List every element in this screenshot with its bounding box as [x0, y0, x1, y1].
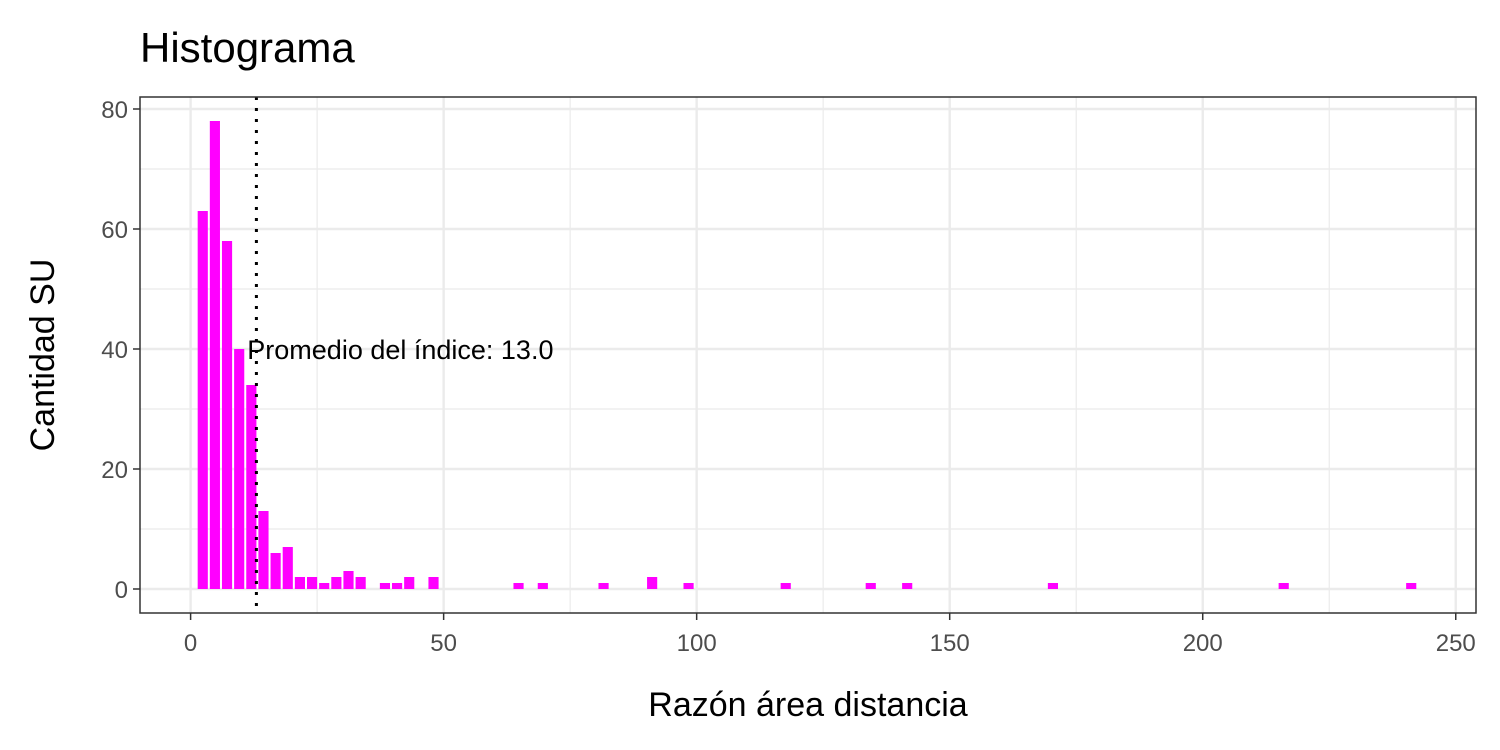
- mean-annotation: Promedio del índice: 13.0: [247, 335, 553, 365]
- plot-border: [139, 96, 1477, 614]
- histogram-bar: [221, 241, 233, 589]
- histogram-bar: [234, 349, 245, 589]
- histogram-bar: [379, 583, 391, 589]
- histogram-bar: [513, 583, 524, 589]
- histogram-bar: [331, 577, 342, 589]
- histogram-bar: [197, 211, 208, 589]
- histogram-bar: [306, 577, 318, 589]
- x-tick-label: 50: [430, 630, 457, 657]
- histogram-bar: [246, 385, 257, 589]
- histogram-bar: [294, 577, 305, 589]
- histogram-bar: [343, 571, 354, 589]
- bars: [197, 121, 1417, 589]
- histogram-bar: [598, 583, 609, 589]
- x-tick-label: 0: [184, 630, 197, 657]
- histogram-bar: [404, 577, 415, 589]
- plot-panel: [140, 97, 1476, 613]
- histogram-bar: [1278, 583, 1289, 589]
- y-tick-label: 80: [101, 97, 128, 124]
- histogram-bar: [647, 577, 658, 589]
- y-tick-label: 60: [101, 217, 128, 244]
- histogram-bar: [537, 583, 548, 589]
- x-tick-label: 250: [1436, 630, 1476, 657]
- y-tick-label: 20: [101, 457, 128, 484]
- x-axis-title: Razón área distancia: [648, 686, 968, 724]
- histogram-bar: [428, 577, 439, 589]
- histogram-bar: [319, 583, 330, 589]
- y-axis-title: Cantidad SU: [24, 259, 62, 452]
- histogram-bar: [1047, 583, 1059, 589]
- x-tick-label: 150: [930, 630, 970, 657]
- x-tick-label: 100: [677, 630, 717, 657]
- histogram-bar: [683, 583, 694, 589]
- histogram-bar: [270, 553, 281, 589]
- histogram-bar: [258, 511, 269, 589]
- histogram-bar: [865, 583, 876, 589]
- histogram-bar: [392, 583, 403, 589]
- x-tick-label: 200: [1183, 630, 1223, 657]
- histogram-bar: [780, 583, 791, 589]
- axis-ticks: 0 50 100 150 200 250 0 20 40 60 80: [101, 97, 1475, 657]
- histogram-bar: [1406, 583, 1417, 589]
- grid-lines: [140, 97, 1476, 613]
- histogram-bar: [902, 583, 913, 589]
- chart-title: Histograma: [140, 24, 355, 71]
- histogram-bar: [355, 577, 366, 589]
- y-tick-label: 40: [101, 337, 128, 364]
- histogram-bar: [282, 547, 293, 589]
- y-tick-label: 0: [115, 577, 128, 604]
- histogram-bar: [209, 121, 220, 589]
